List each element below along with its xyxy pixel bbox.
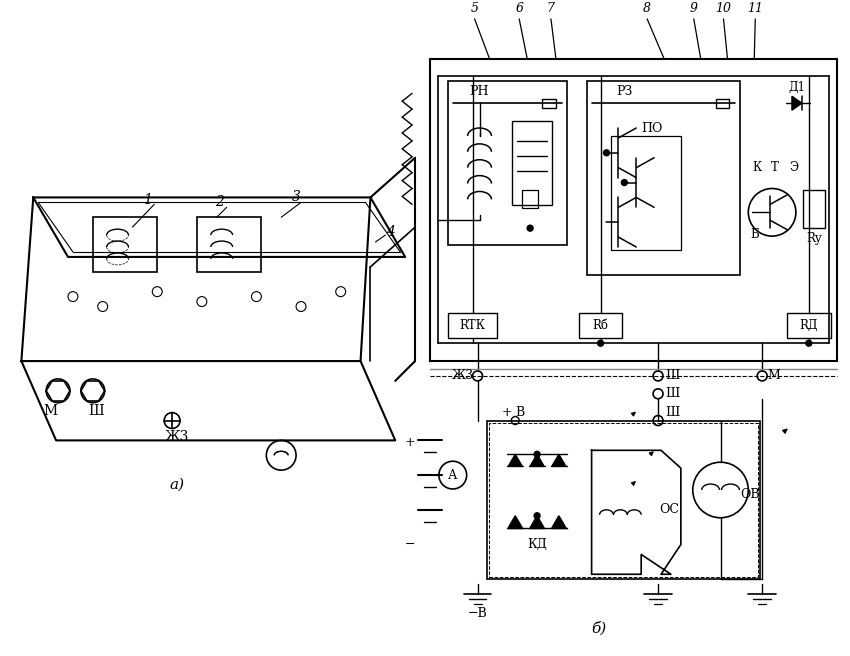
- Text: +: +: [502, 406, 513, 419]
- Bar: [586, 81, 740, 275]
- Bar: [542, 99, 556, 108]
- Bar: [448, 81, 567, 245]
- Text: В: В: [516, 406, 524, 419]
- Text: Ш: Ш: [665, 387, 679, 400]
- Circle shape: [621, 180, 627, 186]
- Text: Ж3: Ж3: [451, 369, 473, 382]
- Polygon shape: [552, 516, 566, 527]
- Text: ОС: ОС: [659, 503, 679, 516]
- Text: б): б): [591, 622, 606, 636]
- Bar: [787, 314, 830, 338]
- Text: −В: −В: [468, 607, 487, 621]
- Circle shape: [527, 225, 533, 231]
- Text: Д1: Д1: [789, 81, 806, 94]
- Text: RД: RД: [800, 319, 818, 332]
- Polygon shape: [530, 455, 544, 466]
- Text: Э: Э: [790, 161, 798, 174]
- Text: Ш: Ш: [665, 369, 679, 382]
- Text: 4: 4: [386, 225, 394, 239]
- Bar: [803, 190, 824, 228]
- Text: 5: 5: [471, 3, 479, 16]
- Circle shape: [598, 340, 604, 346]
- Circle shape: [604, 150, 609, 155]
- Polygon shape: [552, 455, 566, 466]
- Text: 11: 11: [747, 3, 763, 16]
- Bar: [513, 121, 552, 205]
- Text: Ш: Ш: [88, 403, 104, 418]
- Text: Т: Т: [771, 161, 779, 174]
- Bar: [490, 422, 758, 577]
- Text: М: М: [768, 369, 780, 382]
- Text: 2: 2: [215, 195, 224, 209]
- Polygon shape: [792, 96, 802, 110]
- Text: ПО: ПО: [641, 123, 662, 136]
- Text: Rу: Rу: [806, 232, 822, 245]
- Text: Б: Б: [750, 228, 759, 241]
- Text: Ш: Ш: [665, 406, 679, 419]
- Text: −: −: [405, 538, 416, 551]
- Polygon shape: [508, 455, 522, 466]
- Text: А: А: [448, 468, 457, 482]
- Circle shape: [534, 513, 540, 519]
- Text: 7: 7: [547, 3, 555, 16]
- Text: М: М: [43, 403, 57, 418]
- Bar: [522, 190, 538, 209]
- Text: 10: 10: [716, 3, 732, 16]
- Bar: [430, 58, 836, 361]
- Text: 8: 8: [643, 3, 651, 16]
- Polygon shape: [530, 516, 544, 527]
- Text: К: К: [752, 161, 762, 174]
- Text: РН: РН: [470, 85, 489, 98]
- Text: 9: 9: [689, 3, 698, 16]
- Bar: [579, 314, 622, 338]
- Text: 1: 1: [143, 194, 152, 207]
- Text: РЗ: РЗ: [616, 85, 632, 98]
- Bar: [611, 136, 681, 250]
- Text: КД: КД: [527, 538, 547, 551]
- Text: а): а): [169, 478, 184, 492]
- Bar: [93, 217, 157, 272]
- Text: Rб: Rб: [592, 319, 609, 332]
- Text: RТК: RТК: [460, 319, 485, 332]
- Circle shape: [806, 340, 812, 346]
- Bar: [197, 217, 261, 272]
- Bar: [448, 314, 497, 338]
- Text: Ж3: Ж3: [165, 430, 190, 444]
- Text: 3: 3: [292, 190, 301, 205]
- Bar: [488, 420, 760, 579]
- Text: ОВ: ОВ: [740, 489, 760, 501]
- Polygon shape: [508, 516, 522, 527]
- Text: +: +: [405, 436, 416, 449]
- Bar: [716, 99, 729, 108]
- Text: 6: 6: [515, 3, 524, 16]
- Circle shape: [534, 451, 540, 457]
